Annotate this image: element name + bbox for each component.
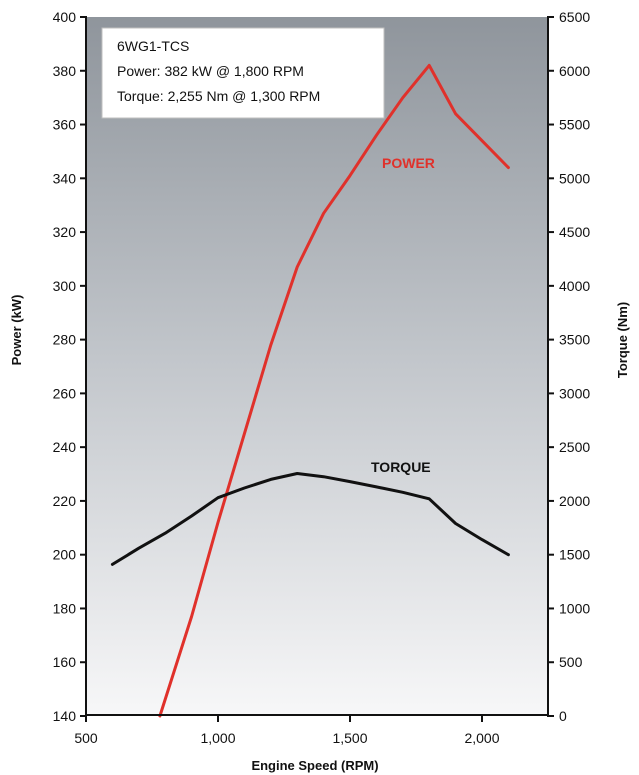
x-tick-label: 1,000 — [200, 730, 235, 746]
left-y-tick-label: 400 — [53, 9, 77, 25]
right-y-tick-label: 4000 — [559, 278, 590, 294]
left-y-tick-label: 280 — [53, 332, 77, 348]
right-y-tick-label: 1500 — [559, 547, 590, 563]
left-y-tick-label: 320 — [53, 224, 77, 240]
left-y-axis-title: Power (kW) — [9, 295, 24, 366]
left-y-tick-label: 340 — [53, 170, 77, 186]
left-y-tick-label: 140 — [53, 708, 77, 724]
right-y-axis-ticks: 0 500 1000 1500 2000 2500 3000 3500 4000 4500 5000… — [547, 9, 590, 724]
right-y-tick-label: 3500 — [559, 332, 590, 348]
right-y-axis-title: Torque (Nm) — [615, 302, 630, 378]
left-y-tick-label: 160 — [53, 654, 77, 670]
left-y-tick-label: 180 — [53, 600, 77, 616]
x-tick-label: 1,500 — [332, 730, 367, 746]
info-box-line-3: Torque: 2,255 Nm @ 1,300 RPM — [117, 88, 320, 104]
info-box-line-1: 6WG1-TCS — [117, 38, 189, 54]
right-y-tick-label: 4500 — [559, 224, 590, 240]
torque-series-label: TORQUE — [371, 459, 431, 475]
right-y-tick-label: 5500 — [559, 117, 590, 133]
x-tick-label: 2,000 — [464, 730, 499, 746]
left-y-axis-ticks: 140 160 180 200 220 240 260 280 300 320 340 360 380 4… — [53, 9, 87, 724]
power-series-label: POWER — [382, 155, 435, 171]
x-axis-ticks: 500 1,000 1,500 2,000 — [74, 715, 500, 746]
right-y-tick-label: 6000 — [559, 63, 590, 79]
x-tick-label: 500 — [74, 730, 98, 746]
left-y-tick-label: 200 — [53, 547, 77, 563]
right-y-tick-label: 500 — [559, 654, 583, 670]
left-y-tick-label: 380 — [53, 63, 77, 79]
right-y-tick-label: 5000 — [559, 170, 590, 186]
info-box-line-2: Power: 382 kW @ 1,800 RPM — [117, 63, 304, 79]
torque-series-line — [110, 472, 510, 566]
left-y-tick-label: 220 — [53, 493, 77, 509]
right-y-tick-label: 3000 — [559, 385, 590, 401]
right-y-tick-label: 1000 — [559, 600, 590, 616]
left-y-tick-label: 240 — [53, 439, 77, 455]
x-axis-title: Engine Speed (RPM) — [251, 758, 378, 773]
info-box-background — [101, 27, 385, 119]
left-y-tick-label: 360 — [53, 117, 77, 133]
right-y-tick-label: 2500 — [559, 439, 590, 455]
power-series-line — [158, 63, 510, 718]
plot-background — [86, 17, 548, 715]
left-y-tick-label: 300 — [53, 278, 77, 294]
left-y-tick-label: 260 — [53, 385, 77, 401]
right-y-tick-label: 2000 — [559, 493, 590, 509]
right-y-tick-label: 6500 — [559, 9, 590, 25]
right-y-tick-label: 0 — [559, 708, 567, 724]
series-layer — [110, 63, 510, 718]
info-box: 6WG1-TCS Power: 382 kW @ 1,800 RPM Torqu… — [101, 27, 385, 119]
